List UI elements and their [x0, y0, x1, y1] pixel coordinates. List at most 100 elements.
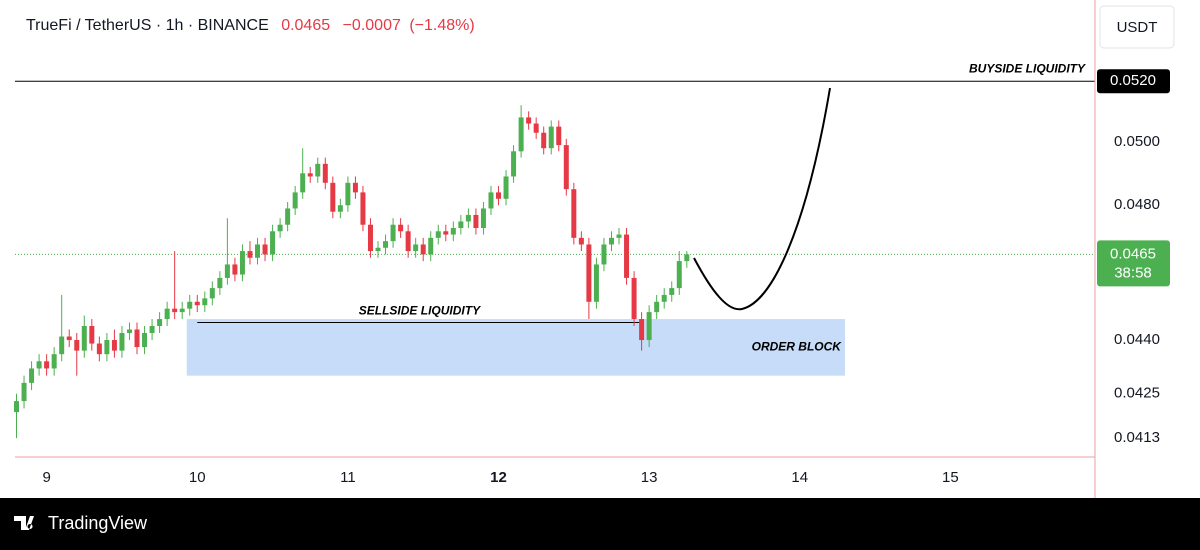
candle-body — [126, 329, 132, 334]
candle-body — [29, 368, 35, 383]
candle-body — [450, 227, 456, 235]
candle-body — [81, 326, 87, 351]
y-tick-label: 0.0480 — [1114, 196, 1160, 213]
candle-body — [669, 288, 675, 295]
candle-body — [179, 308, 185, 313]
candle-body — [134, 329, 140, 348]
candle-body — [164, 308, 170, 320]
candle-body — [676, 261, 682, 289]
x-tick-label: 14 — [791, 469, 808, 486]
candle-body — [390, 224, 396, 242]
candle-body — [209, 288, 215, 299]
order-block-label: ORDER BLOCK — [752, 340, 843, 354]
buyside-label: BUYSIDE LIQUIDITY — [969, 61, 1086, 75]
countdown: 38:58 — [1114, 264, 1152, 281]
last-price-label: 0.0465 — [1110, 245, 1156, 262]
candle-body — [661, 294, 667, 302]
candle-body — [224, 264, 230, 278]
candle-body — [337, 205, 343, 212]
order-block — [186, 319, 845, 376]
projection-curve — [693, 87, 831, 311]
candle-body — [375, 247, 381, 252]
level-price-label: 0.0520 — [1110, 72, 1156, 89]
candle-body — [66, 336, 72, 341]
chart-background — [0, 0, 1200, 498]
y-tick-label: 0.0425 — [1114, 385, 1160, 402]
candle-body — [503, 176, 509, 199]
candle-body — [465, 214, 471, 222]
candle-body — [608, 237, 614, 245]
x-tick-label: 11 — [340, 469, 356, 486]
candle-body — [578, 237, 584, 245]
candle-body — [194, 301, 200, 306]
symbol: TrueFi / TetherUS · 1h · BINANCE — [26, 17, 269, 34]
candle-body — [631, 277, 637, 320]
y-tick-label: 0.0500 — [1114, 133, 1160, 150]
x-tick-label: 9 — [42, 469, 50, 486]
candle-body — [111, 340, 117, 351]
candle-body — [96, 343, 102, 355]
candle-body — [239, 251, 245, 275]
x-tick-label: 12 — [490, 469, 507, 486]
plot-area: ORDER BLOCK SELLSIDE LIQUIDITY — [14, 80, 1095, 439]
candle-body — [413, 244, 419, 252]
candle-body — [300, 173, 306, 193]
candle-body — [315, 163, 321, 177]
header-change: −0.0007 — [343, 17, 401, 34]
candle-body — [556, 126, 562, 146]
candle-body — [119, 333, 125, 351]
candle-body — [601, 244, 607, 265]
currency[interactable]: USDT — [1117, 19, 1158, 36]
candle-body — [247, 251, 253, 258]
candle-body — [149, 326, 155, 334]
candle-body — [496, 192, 502, 199]
candle-body — [518, 117, 524, 152]
candle-body — [262, 244, 268, 255]
candle-body — [59, 336, 65, 355]
candle-body — [480, 208, 486, 228]
y-tick-label: 0.0440 — [1114, 331, 1160, 348]
currency-button[interactable] — [1099, 5, 1175, 49]
candle-body — [89, 326, 95, 344]
candle-body — [104, 340, 110, 355]
candle-body — [330, 182, 336, 212]
candle-body — [511, 151, 517, 177]
candle-body — [624, 234, 630, 278]
chart-header: TrueFi / TetherUS · 1h · BINANCE 0.0465 … — [26, 17, 475, 34]
header-price: 0.0465 — [281, 17, 330, 34]
candle-body — [458, 221, 464, 228]
candle-body — [255, 244, 261, 258]
candle-body — [367, 224, 373, 252]
candle-body — [74, 340, 80, 351]
candle-body — [646, 312, 652, 341]
header-change-pct: (−1.48%) — [409, 17, 474, 34]
candle-body — [383, 241, 389, 248]
x-tick-label: 15 — [942, 469, 959, 486]
candle-body — [616, 234, 622, 238]
candle-body — [684, 254, 690, 262]
candle-body — [322, 163, 328, 183]
candle-body — [352, 182, 358, 193]
level-price-box — [1097, 69, 1170, 94]
x-tick-label: 10 — [189, 469, 206, 486]
candle-body — [21, 382, 27, 402]
candle-body — [285, 208, 291, 225]
candle-body — [187, 301, 193, 309]
sellside-label: SELLSIDE LIQUIDITY — [359, 304, 481, 318]
candle-body — [443, 231, 449, 235]
candle-body — [202, 298, 208, 306]
candle-body — [398, 224, 404, 232]
candle-body — [526, 117, 532, 124]
candle-body — [307, 173, 313, 177]
candle-body — [44, 361, 50, 369]
candle-body — [405, 231, 411, 252]
candle-body — [435, 231, 441, 238]
footer — [0, 498, 1200, 550]
candle-body — [51, 354, 57, 369]
brand: TradingView — [48, 513, 148, 533]
last-price-box — [1097, 240, 1170, 287]
candle-body — [360, 192, 366, 225]
candle-body — [593, 264, 599, 302]
candle-body — [654, 301, 660, 313]
